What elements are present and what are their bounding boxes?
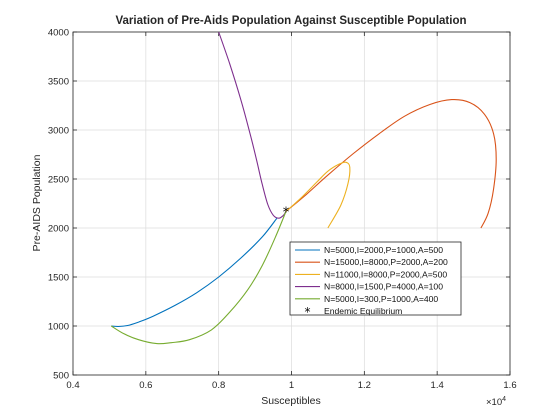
x-tick-label: 0.4 — [66, 380, 79, 391]
y-tick-label: 3000 — [48, 126, 69, 137]
legend-box — [289, 241, 462, 316]
equilibrium-marker: * — [283, 205, 290, 220]
legend-label-1: N=5000,I=2000,P=1000,A=500 — [324, 245, 443, 255]
series-line-5 — [110, 211, 287, 345]
series-line-2 — [285, 98, 497, 229]
axis-ticks: 0.4 0.6 0.8 1 1.2 1.4 1.6 500 1000 1500 2000 2500 30… — [48, 28, 517, 392]
legend-entries: N=5000,I=2000,P=1000,A=500 N=15000,I=8000… — [295, 245, 448, 319]
series-lines — [110, 31, 497, 345]
y-tick-label: 500 — [53, 371, 69, 382]
x-exponent-base: ×10 — [486, 397, 502, 408]
x-exponent-power: 4 — [502, 396, 506, 403]
x-axis-exponent: ×104 — [486, 396, 506, 408]
legend: N=5000,I=2000,P=1000,A=500 N=15000,I=8000… — [289, 241, 462, 319]
series-line-1 — [111, 217, 278, 328]
legend-label-3: N=11000,I=8000,P=2000,A=500 — [324, 269, 447, 279]
grid-lines — [72, 31, 511, 376]
chart-title: Variation of Pre-Aids Population Against… — [116, 15, 467, 27]
x-tick-label: 1 — [289, 380, 294, 391]
legend-label-2: N=15000,I=8000,P=2000,A=200 — [324, 257, 448, 267]
y-tick-label: 2000 — [48, 224, 69, 235]
series-line-3 — [285, 161, 351, 229]
legend-label-4: N=8000,I=1500,P=4000,A=100 — [324, 282, 443, 292]
legend-marker-equilibrium: * — [305, 305, 311, 319]
x-tick-label: 1.2 — [358, 380, 371, 391]
y-tick-label: 2500 — [48, 175, 69, 186]
legend-label-5: N=5000,I=300,P=1000,A=400 — [324, 294, 438, 304]
x-tick-label: 0.6 — [139, 380, 152, 391]
x-axis-label: Susceptibles — [261, 395, 321, 407]
series-line-4 — [218, 31, 287, 219]
equilibrium-marker-group: * — [283, 205, 290, 220]
y-tick-label: 3500 — [48, 77, 69, 88]
x-tick-label: 0.8 — [212, 380, 225, 391]
x-tick-label: 1.4 — [431, 380, 444, 391]
y-tick-label: 1000 — [48, 322, 69, 333]
y-tick-label: 4000 — [48, 28, 69, 39]
y-tick-label: 1500 — [48, 273, 69, 284]
y-axis-label: Pre-AIDS Population — [31, 154, 43, 251]
legend-label-equilibrium: Endemic Equilibrium — [324, 306, 402, 316]
x-tick-label: 1.6 — [503, 380, 516, 391]
